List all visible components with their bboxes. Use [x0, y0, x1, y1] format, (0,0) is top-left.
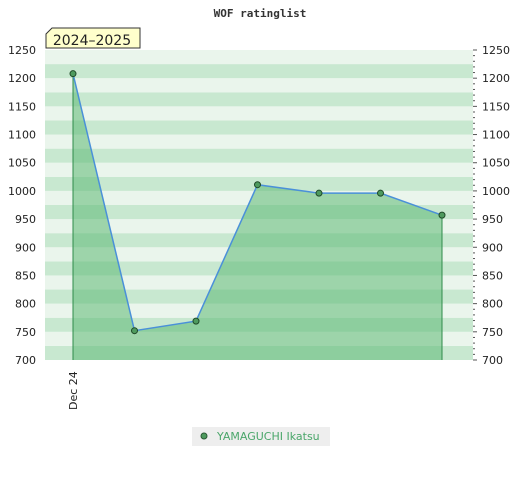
legend-label: YAMAGUCHI Ikatsu	[216, 430, 320, 443]
y-tick-label-left: 850	[15, 269, 36, 282]
y-tick-label-right: 1000	[482, 185, 510, 198]
y-tick-label-right: 1150	[482, 100, 510, 113]
y-tick-label-right: 700	[482, 354, 503, 367]
markers	[69, 70, 446, 335]
y-axis-right: 700 750 800 850 900 950 1000 1050 1100 1150 1200 12…	[473, 44, 510, 367]
y-tick-label-left: 700	[15, 354, 36, 367]
grid-band	[45, 50, 473, 65]
grid-band	[45, 92, 473, 107]
grid-band	[45, 134, 473, 149]
season-label-text: 2024–2025	[53, 33, 131, 49]
data-point	[131, 327, 138, 335]
data-point	[377, 189, 384, 197]
grid-band	[45, 148, 473, 163]
y-tick-label-left: 1000	[8, 185, 36, 198]
y-axis-left: 700 750 800 850 900 950 1000 1050 1100 1150 1200 12…	[8, 44, 36, 367]
y-tick-label-left: 950	[15, 213, 36, 226]
area-layer	[73, 73, 442, 360]
season-label: 2024–2025	[45, 27, 141, 49]
data-point	[254, 181, 261, 189]
grid-band	[45, 64, 473, 79]
x-tick-label: Dec 24	[67, 371, 80, 410]
y-tick-label-left: 1100	[8, 129, 36, 142]
y-tick-label-right: 1250	[482, 44, 510, 57]
grid-band	[45, 78, 473, 93]
y-tick-label-right: 800	[482, 298, 503, 311]
y-tick-label-right: 1050	[482, 157, 510, 170]
grid-band	[45, 106, 473, 121]
y-tick-label-left: 900	[15, 241, 36, 254]
grid-band	[45, 162, 473, 177]
grid-band	[45, 120, 473, 135]
y-tick-label-left: 1200	[8, 72, 36, 85]
legend-marker	[200, 432, 208, 440]
legend: YAMAGUCHI Ikatsu	[192, 427, 330, 446]
y-tick-label-left: 750	[15, 326, 36, 339]
y-tick-label-left: 800	[15, 298, 36, 311]
series-area	[73, 73, 442, 360]
data-point	[438, 211, 446, 219]
data-point	[192, 317, 200, 325]
y-tick-label-right: 750	[482, 326, 503, 339]
x-axis: Dec 24	[67, 371, 80, 410]
y-tick-label-left: 1250	[8, 44, 36, 57]
y-tick-label-right: 950	[482, 213, 503, 226]
chart-title: WOF ratinglist	[214, 7, 307, 20]
y-tick-label-right: 1100	[482, 129, 510, 142]
y-tick-label-left: 1150	[8, 100, 36, 113]
y-tick-label-right: 850	[482, 269, 503, 282]
y-tick-label-right: 1200	[482, 72, 510, 85]
y-tick-label-left: 1050	[8, 157, 36, 170]
data-point	[69, 70, 77, 78]
drop-lines	[72, 73, 443, 360]
y-tick-label-right: 900	[482, 241, 503, 254]
data-point	[315, 189, 323, 197]
